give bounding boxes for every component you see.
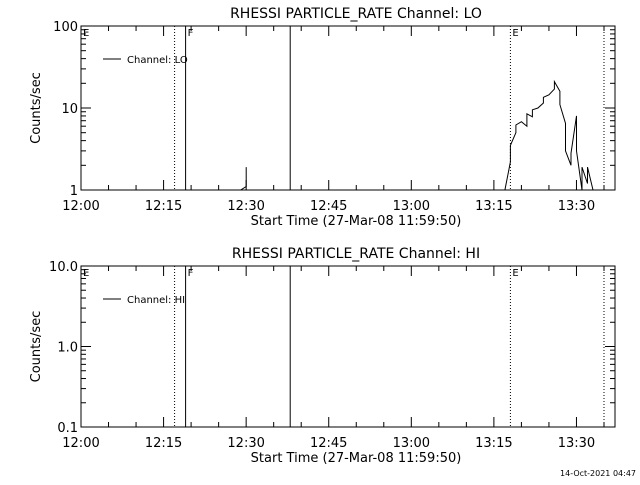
x-tick-label: 12:15 — [145, 436, 182, 451]
series-line — [240, 167, 247, 191]
x-tick-label: 12:45 — [310, 436, 347, 451]
event-marker-label: E — [83, 268, 89, 279]
x-axis-label: Start Time (27-Mar-08 11:59:50) — [251, 214, 462, 229]
x-tick-label: 13:00 — [393, 436, 430, 451]
y-axis-label: Counts/sec — [29, 311, 44, 383]
x-tick-label: 12:45 — [310, 199, 347, 214]
y-axis-label: Counts/sec — [29, 72, 44, 144]
footer-timestamp: 14-Oct-2021 04:47 — [560, 469, 636, 478]
x-tick-label: 13:30 — [558, 436, 595, 451]
y-tick-label: 0.1 — [57, 421, 78, 436]
x-axis-label: Start Time (27-Mar-08 11:59:50) — [251, 451, 462, 466]
x-tick-label: 12:00 — [62, 436, 99, 451]
chart-title: RHESSI PARTICLE_RATE Channel: HI — [232, 246, 480, 262]
x-tick-label: 12:30 — [227, 199, 264, 214]
x-tick-label: 12:15 — [145, 199, 182, 214]
x-tick-label: 13:30 — [558, 199, 595, 214]
legend-label: Channel: HI — [127, 295, 185, 306]
event-marker-label: F — [188, 268, 194, 279]
x-tick-label: 12:00 — [62, 199, 99, 214]
x-tick-label: 13:00 — [393, 199, 430, 214]
event-marker-label: E — [512, 28, 518, 39]
y-tick-label: 1.0 — [57, 341, 78, 356]
x-tick-label: 13:15 — [475, 436, 512, 451]
chart-panel-2: RHESSI PARTICLE_RATE Channel: HI 12:00 12:… — [29, 246, 616, 466]
x-tick-label: 13:15 — [475, 199, 512, 214]
legend-label: Channel: LO — [127, 55, 188, 66]
chart-title: RHESSI PARTICLE_RATE Channel: LO — [230, 6, 482, 22]
x-tick-label: 12:30 — [227, 436, 264, 451]
series-line — [504, 79, 594, 191]
chart-panel-1: RHESSI PARTICLE_RATE Channel: LO 12:00 12:… — [29, 6, 616, 229]
event-marker-label: E — [83, 28, 89, 39]
y-tick-label: 1 — [70, 184, 78, 199]
event-marker-label: F — [188, 28, 194, 39]
event-marker-label: E — [512, 268, 518, 279]
y-tick-label: 10.0 — [49, 260, 78, 275]
y-tick-label: 10 — [61, 102, 78, 117]
y-tick-label: 100 — [53, 20, 78, 35]
